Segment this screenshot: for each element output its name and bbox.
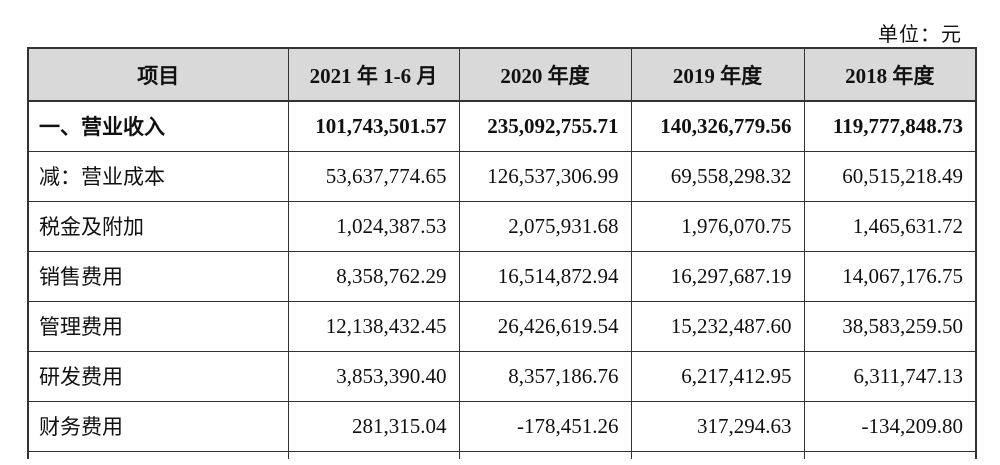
header-cell: 2019 年度 (630, 47, 805, 102)
value-cell: 38,583,259.50 (803, 300, 977, 352)
value-cell: 3,853,390.40 (287, 350, 460, 402)
value-cell: 14,067,176.75 (803, 250, 977, 302)
value-cell: 16,514,872.94 (458, 250, 632, 302)
unit-label: 单位：元 (878, 24, 962, 46)
value-cell: 60,515,218.49 (803, 150, 977, 202)
empty-cell (287, 450, 460, 459)
value-cell: -134,209.80 (803, 400, 977, 452)
value-cell: 101,743,501.57 (287, 100, 460, 152)
header-row: 项目 2021 年 1-6 月 2020 年度 2019 年度 2018 年度 (27, 47, 977, 102)
value-cell: 53,637,774.65 (287, 150, 460, 202)
value-cell: 2,075,931.68 (458, 200, 632, 252)
value-cell: 235,092,755.71 (458, 100, 632, 152)
header-cell: 2021 年 1-6 月 (287, 47, 460, 102)
table-row: 管理费用 12,138,432.45 26,426,619.54 15,232,487… (27, 300, 977, 352)
value-cell: 6,311,747.13 (803, 350, 977, 402)
row-label: 财务费用 (27, 400, 289, 452)
value-cell: -178,451.26 (458, 400, 632, 452)
table-row: 财务费用 281,315.04 -178,451.26 317,294.63 -134,… (27, 400, 977, 452)
table-body: 一、营业收入 101,743,501.57 235,092,755.71 140,32… (27, 100, 977, 459)
cut-row (27, 450, 977, 459)
value-cell: 281,315.04 (287, 400, 460, 452)
header-cell: 2020 年度 (458, 47, 632, 102)
income-table: 项目 2021 年 1-6 月 2020 年度 2019 年度 2018 年度 一、营业… (27, 47, 977, 459)
row-label: 销售费用 (27, 250, 289, 302)
value-cell: 26,426,619.54 (458, 300, 632, 352)
value-cell: 16,297,687.19 (630, 250, 805, 302)
row-label: 管理费用 (27, 300, 289, 352)
empty-cell (27, 450, 289, 459)
value-cell: 15,232,487.60 (630, 300, 805, 352)
value-cell: 6,217,412.95 (630, 350, 805, 402)
table-row: 研发费用 3,853,390.40 8,357,186.76 6,217,412.95… (27, 350, 977, 402)
empty-cell (458, 450, 632, 459)
row-label: 研发费用 (27, 350, 289, 402)
value-cell: 12,138,432.45 (287, 300, 460, 352)
value-cell: 317,294.63 (630, 400, 805, 452)
empty-cell (803, 450, 977, 459)
header-cell: 项目 (27, 47, 289, 102)
value-cell: 8,357,186.76 (458, 350, 632, 402)
row-label: 税金及附加 (27, 200, 289, 252)
header-cell: 2018 年度 (803, 47, 977, 102)
value-cell: 126,537,306.99 (458, 150, 632, 202)
value-cell: 69,558,298.32 (630, 150, 805, 202)
value-cell: 1,976,070.75 (630, 200, 805, 252)
table-row: 销售费用 8,358,762.29 16,514,872.94 16,297,687.… (27, 250, 977, 302)
table-row: 减：营业成本 53,637,774.65 126,537,306.99 69,558,… (27, 150, 977, 202)
value-cell: 140,326,779.56 (630, 100, 805, 152)
row-label: 减：营业成本 (27, 150, 289, 202)
empty-cell (630, 450, 805, 459)
value-cell: 119,777,848.73 (803, 100, 977, 152)
table-row: 一、营业收入 101,743,501.57 235,092,755.71 140,32… (27, 100, 977, 152)
value-cell: 8,358,762.29 (287, 250, 460, 302)
value-cell: 1,024,387.53 (287, 200, 460, 252)
row-label: 一、营业收入 (27, 100, 289, 152)
value-cell: 1,465,631.72 (803, 200, 977, 252)
table-row: 税金及附加 1,024,387.53 2,075,931.68 1,976,070.7… (27, 200, 977, 252)
